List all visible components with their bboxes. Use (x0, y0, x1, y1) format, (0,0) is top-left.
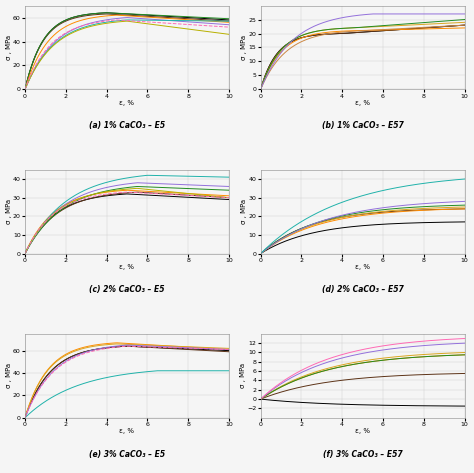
Text: (c) 2% CaCO₃ – E5: (c) 2% CaCO₃ – E5 (89, 286, 165, 295)
X-axis label: ε, %: ε, % (355, 100, 370, 106)
Text: (b) 1% CaCO₃ – E57: (b) 1% CaCO₃ – E57 (322, 121, 403, 131)
Y-axis label: σ , MPa: σ , MPa (240, 363, 246, 388)
Y-axis label: σ , MPa: σ , MPa (6, 35, 11, 60)
Y-axis label: σ , MPa: σ , MPa (241, 35, 247, 60)
Text: (f) 3% CaCO₃ – E57: (f) 3% CaCO₃ – E57 (323, 450, 402, 459)
X-axis label: ε, %: ε, % (119, 428, 135, 434)
Text: (a) 1% CaCO₃ – E5: (a) 1% CaCO₃ – E5 (89, 121, 165, 131)
Text: (d) 2% CaCO₃ – E57: (d) 2% CaCO₃ – E57 (322, 286, 403, 295)
Y-axis label: σ , MPa: σ , MPa (6, 199, 11, 224)
Y-axis label: σ , MPa: σ , MPa (6, 363, 11, 388)
X-axis label: ε, %: ε, % (355, 264, 370, 270)
X-axis label: ε, %: ε, % (355, 428, 370, 434)
Y-axis label: σ , MPa: σ , MPa (241, 199, 247, 224)
X-axis label: ε, %: ε, % (119, 264, 135, 270)
Text: (e) 3% CaCO₃ – E5: (e) 3% CaCO₃ – E5 (89, 450, 165, 459)
X-axis label: ε, %: ε, % (119, 100, 135, 106)
